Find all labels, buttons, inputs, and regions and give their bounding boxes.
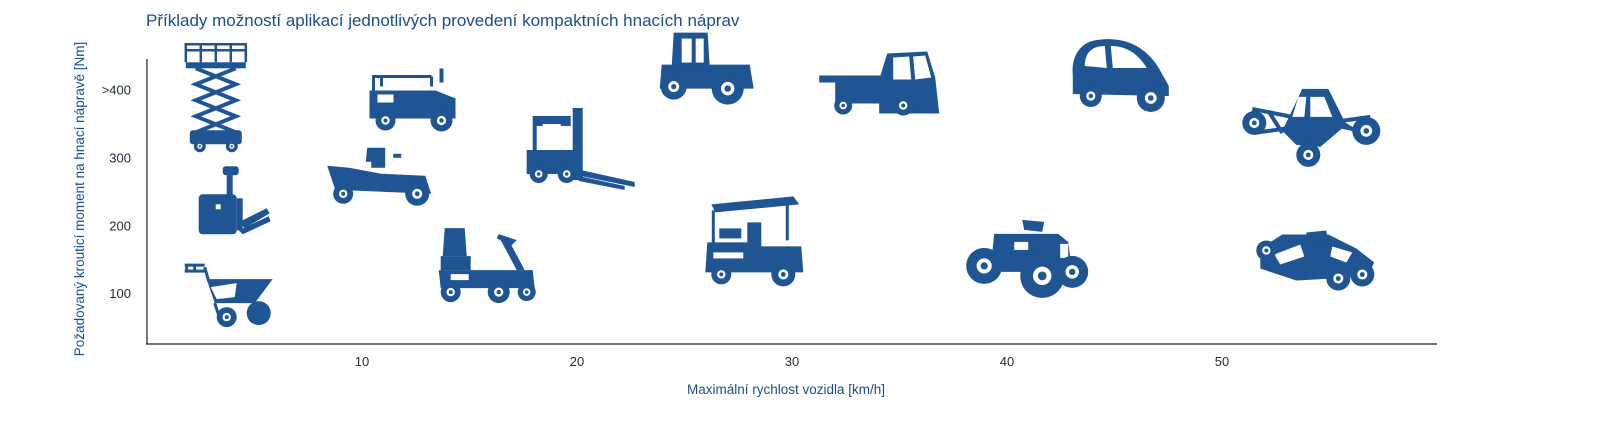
flatbed-truck-icon: [819, 51, 940, 116]
forklift-icon: [526, 108, 635, 190]
y-tick-label: >400: [102, 83, 131, 98]
pallet-truck-icon: [198, 166, 271, 235]
wheelbarrow-icon: [184, 263, 273, 328]
utility-tractor-icon: [369, 68, 456, 132]
x-tick-label: 40: [1000, 354, 1014, 369]
scissor-lift-icon: [184, 43, 248, 153]
y-axis-label: Požadovaný krouticí moment na hnací nápr…: [72, 42, 87, 356]
y-tick-label: 200: [109, 218, 131, 233]
buggy-icon: [1242, 88, 1381, 167]
atv-quad-icon: [966, 219, 1089, 298]
x-tick-label: 10: [355, 354, 369, 369]
x-tick-label: 50: [1215, 354, 1229, 369]
microcar-icon: [1072, 39, 1169, 112]
x-axis-label: Maximální rychlost vozidla [km/h]: [687, 382, 885, 397]
golf-cart-icon: [705, 196, 804, 287]
tractor-icon: [659, 32, 754, 105]
y-tick-label: 300: [109, 150, 131, 165]
go-kart-icon: [1256, 230, 1375, 291]
x-ticks: 10 20 30 40 50: [355, 354, 1229, 369]
lawn-mower-icon: [327, 147, 432, 206]
x-tick-label: 30: [785, 354, 799, 369]
data-points: [184, 32, 1381, 328]
y-tick-label: 100: [109, 286, 131, 301]
chart-title: Příklady možností aplikací jednotlivých …: [146, 11, 740, 30]
y-ticks: 100 200 300 >400: [102, 83, 131, 302]
mobility-scooter-icon: [438, 228, 536, 304]
x-tick-label: 20: [570, 354, 584, 369]
